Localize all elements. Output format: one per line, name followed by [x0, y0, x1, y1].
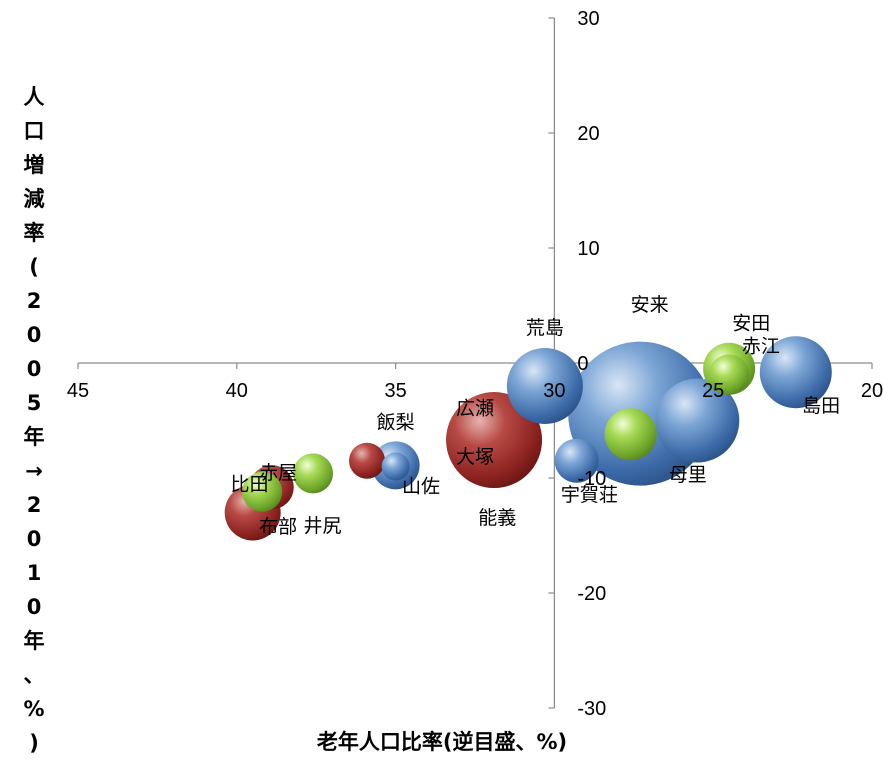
y-tick-label: 0 [577, 353, 588, 375]
bubble-宇賀荘 [554, 438, 599, 483]
point-label: 比田 [230, 473, 268, 495]
y-axis-label-char: 率 [23, 221, 45, 245]
y-axis-label-char: 2 [26, 493, 42, 517]
bubbles [224, 336, 832, 541]
y-axis-label-char: 0 [26, 527, 42, 551]
point-label: 荒島 [526, 317, 564, 339]
y-axis-label-char: 5 [26, 391, 42, 415]
bubble-広瀬 [446, 392, 543, 489]
point-label: 山佐 [402, 476, 440, 498]
y-axis-label-char: 、 [23, 663, 45, 687]
point-label: 大塚 [456, 446, 494, 468]
y-axis-label-char: 減 [23, 187, 45, 211]
bubble-赤江 [709, 354, 750, 395]
tick-labels: 45 40 35 30 25 20 30 20 10 0 -10 -20 -30 [67, 8, 883, 720]
y-axis-label: 人口増減率 (2 0 0 5 年 → 2 0 1 0 年、%) [14, 80, 54, 760]
bubble-荒島 [506, 348, 583, 424]
point-label: 飯梨 [377, 411, 415, 433]
y-tick-label: 20 [577, 123, 599, 145]
y-axis-label-char: → [25, 459, 43, 483]
x-tick-label: 30 [543, 380, 565, 402]
x-axis-label: 老年人口比率(逆目盛、%) [316, 730, 568, 754]
point-label: 広瀬 [456, 398, 494, 420]
y-axis-label-char: 年 [23, 425, 45, 449]
point-label: 宇賀荘 [561, 484, 618, 506]
x-tick-label: 20 [861, 380, 883, 402]
y-axis-label-char: 0 [26, 357, 42, 381]
bubble-能義 [349, 442, 386, 479]
point-label: 島田 [802, 395, 840, 417]
point-label: 赤屋 [259, 462, 297, 484]
point-label: 母里 [669, 464, 707, 486]
x-tick-label: 25 [702, 380, 724, 402]
y-axis-label-char: 増 [23, 153, 45, 177]
point-label: 安田 [732, 312, 770, 334]
y-tick-label: -20 [577, 583, 606, 605]
bubble-山佐 [381, 452, 410, 481]
y-axis-label-char: 人 [23, 85, 45, 109]
x-tick-label: 40 [226, 380, 248, 402]
point-label: 能義 [478, 507, 516, 529]
y-axis-label-char: ( [29, 255, 39, 279]
y-axis-label-char: 0 [26, 595, 42, 619]
point-label: 布部 [259, 516, 297, 538]
y-axis-label-char: % [23, 697, 45, 721]
bubble-島田 [759, 336, 832, 409]
x-tick-label: 45 [67, 380, 89, 402]
bubble-母里 [655, 378, 740, 463]
y-axis-label-char: ) [29, 731, 39, 755]
point-label: 井尻 [304, 515, 342, 537]
bubble-井尻 [293, 453, 334, 494]
y-tick-label: -10 [577, 468, 606, 490]
x-tick-label: 35 [384, 380, 406, 402]
point-label: 赤江 [742, 335, 780, 357]
bubble-大塚 [604, 408, 657, 461]
y-axis-label-char: 0 [26, 323, 42, 347]
y-axis-label-char: 1 [26, 561, 42, 585]
point-label: 安来 [631, 294, 669, 316]
y-axis-label-char: 口 [23, 119, 45, 143]
y-axis-label-char: 年 [23, 629, 45, 653]
bubble-比田 [242, 471, 283, 512]
y-axis-label-char: 2 [26, 289, 42, 313]
y-tick-label: 30 [577, 8, 599, 30]
y-tick-label: -30 [577, 698, 606, 720]
y-tick-label: 10 [577, 238, 599, 260]
